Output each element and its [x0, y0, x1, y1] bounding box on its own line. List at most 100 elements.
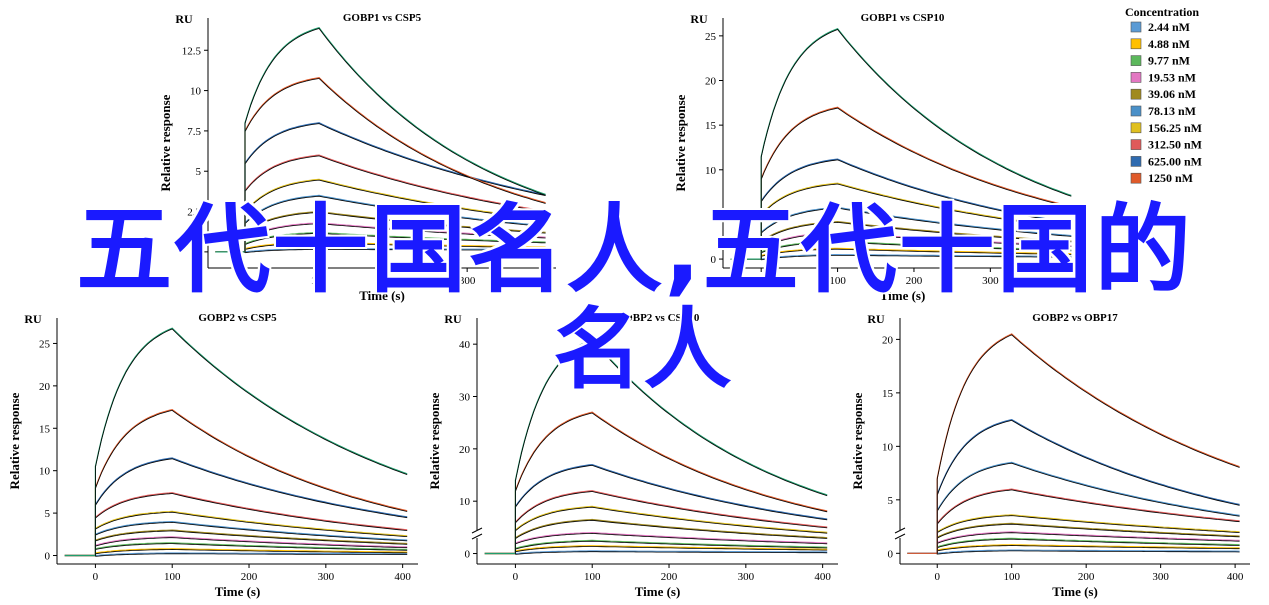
series-line: [730, 158, 1072, 260]
x-tick-label: 100: [1003, 571, 1020, 583]
y-tick-label: 12.5: [182, 45, 202, 57]
series-line: [730, 220, 1072, 260]
y-tick-label: 10: [459, 496, 471, 508]
y-tick-label: 10: [190, 86, 202, 98]
series-line: [215, 222, 546, 253]
series-line: [730, 206, 1072, 260]
series-line: [215, 231, 546, 253]
series-line: [215, 27, 546, 253]
y-tick-label: 0: [465, 549, 471, 561]
fit-line: [936, 532, 1240, 555]
series-line: [730, 254, 1072, 260]
series-line: [64, 529, 408, 557]
series-line: [64, 548, 408, 557]
x-tick-label: 400: [1058, 275, 1075, 287]
legend-title: Concentration: [1125, 5, 1199, 19]
fit-line: [244, 28, 546, 253]
y-tick-label: 0: [45, 551, 51, 563]
series-line: [215, 210, 546, 253]
fit-line: [760, 183, 1072, 260]
series-line: [907, 537, 1240, 554]
series-line: [64, 510, 408, 557]
series-line: [64, 552, 408, 557]
y-unit-label: RU: [444, 312, 462, 326]
series-line: [484, 539, 828, 555]
chart-panel-1: GOBP1 vs CSP5 RU 0 2.5 5 7.5 10 12.5 0 100 200 300 4…: [158, 12, 556, 303]
legend-label: 78.13 nM: [1148, 104, 1196, 118]
chart-title: GOBP2 vs OBP17: [1032, 312, 1118, 324]
series-line: [64, 536, 408, 557]
y-tick-label: 40: [459, 339, 471, 351]
y-tick-label: 5: [196, 166, 202, 178]
series-line: [484, 490, 828, 555]
series-line: [215, 194, 546, 253]
x-tick-label: 100: [584, 571, 601, 583]
y-tick-label: 30: [459, 392, 471, 404]
x-tick-label: 300: [459, 275, 476, 287]
y-tick-label: 20: [459, 444, 471, 456]
fit-line: [760, 107, 1072, 260]
x-axis-label: Time (s): [635, 584, 681, 599]
legend-swatch: [1130, 38, 1142, 50]
series-line: [215, 247, 546, 253]
x-tick-label: 200: [661, 571, 678, 583]
fit-line: [760, 29, 1072, 260]
fit-line: [244, 78, 546, 253]
series-line: [484, 411, 828, 555]
legend-label: 4.88 nM: [1148, 37, 1190, 51]
x-tick-label: 200: [1078, 571, 1095, 583]
series-line: [484, 518, 828, 555]
series-line: [64, 492, 408, 557]
series-line: [215, 77, 546, 253]
y-tick-label: 0: [711, 254, 717, 266]
fit-line: [515, 464, 828, 555]
fit-line: [515, 491, 828, 555]
fit-line: [760, 232, 1072, 260]
fit-line: [515, 519, 828, 555]
legend-label: 9.77 nM: [1148, 54, 1190, 68]
fit-line: [244, 232, 546, 253]
legend-label: 156.25 nM: [1148, 121, 1202, 135]
x-tick-label: 300: [982, 275, 999, 287]
series-line: [907, 544, 1240, 554]
y-tick-label: 0: [196, 247, 202, 259]
fit-line: [95, 549, 408, 557]
series-line: [907, 522, 1240, 554]
axis-break-mark: [471, 527, 483, 534]
series-line: [730, 231, 1072, 260]
fit-line: [95, 553, 408, 557]
series-line: [730, 247, 1072, 260]
series-line: [64, 457, 408, 557]
fit-line: [760, 248, 1072, 260]
x-tick-label: 200: [906, 275, 923, 287]
y-tick-label: 15: [882, 388, 894, 400]
fit-line: [936, 462, 1240, 555]
y-unit-label: RU: [24, 312, 42, 326]
fit-line: [244, 195, 546, 253]
x-tick-label: 100: [164, 571, 181, 583]
y-tick-label: 25: [39, 338, 51, 350]
fit-line: [244, 211, 546, 253]
series-line: [64, 408, 408, 557]
fit-line: [95, 543, 408, 557]
chart-title: GOBP1 vs CSP10: [861, 12, 945, 24]
x-tick-label: 300: [738, 571, 755, 583]
x-tick-label: 0: [758, 275, 764, 287]
y-axis-label: Relative response: [7, 392, 22, 489]
y-tick-label: 25: [705, 31, 717, 43]
series-line: [907, 514, 1240, 554]
series-line: [215, 122, 546, 253]
series-line: [907, 461, 1240, 554]
x-tick-label: 200: [241, 571, 258, 583]
series-line: [907, 549, 1240, 554]
y-tick-label: 0: [888, 548, 894, 560]
series-line: [484, 545, 828, 555]
series-line: [215, 154, 546, 253]
series-line: [64, 520, 408, 557]
fit-line: [936, 545, 1240, 555]
series-line: [484, 531, 828, 555]
fit-line: [760, 159, 1072, 260]
fit-line: [760, 221, 1072, 260]
x-tick-label: 300: [318, 571, 335, 583]
fit-line: [244, 248, 546, 254]
